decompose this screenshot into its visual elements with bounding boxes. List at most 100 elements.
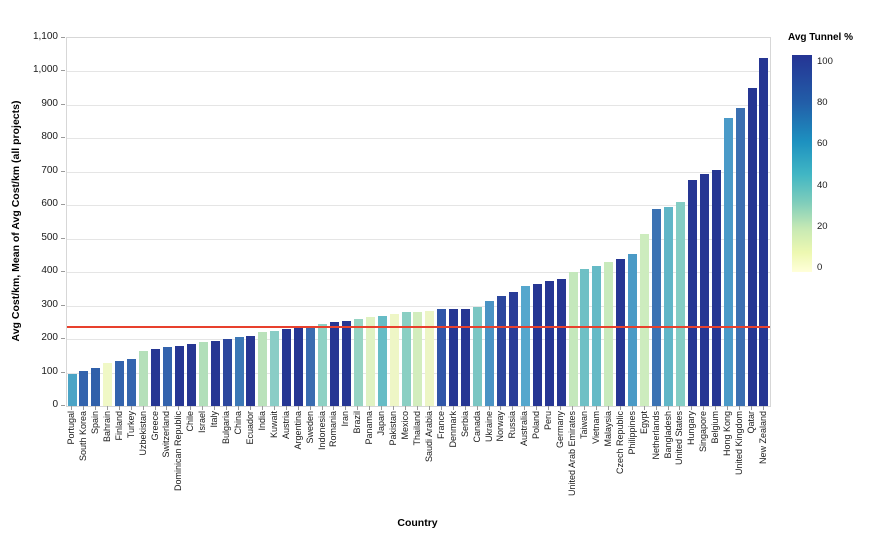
x-tick-mark (440, 406, 442, 410)
x-tick-mark (619, 406, 621, 410)
bar-qatar[interactable] (747, 88, 757, 406)
bar-vietnam[interactable] (592, 265, 602, 406)
x-label-japan: Japan (376, 411, 387, 436)
x-tick-mark (142, 406, 144, 410)
y-tick-label: 300 (41, 298, 58, 310)
x-label-serbia: Serbia (459, 411, 470, 438)
x-label-russia: Russia (507, 411, 518, 439)
bar-hungary[interactable] (687, 180, 697, 406)
bar-japan[interactable] (377, 315, 387, 406)
bar-finland[interactable] (115, 360, 125, 406)
bar-austria[interactable] (282, 329, 292, 406)
x-label-pakistan: Pakistan (388, 411, 399, 446)
bar-spain[interactable] (91, 367, 101, 406)
bar-ukraine[interactable] (485, 300, 495, 406)
x-tick-mark (381, 406, 383, 410)
bar-denmark[interactable] (449, 308, 459, 406)
y-tick-mark (61, 371, 65, 373)
bar-israel[interactable] (198, 342, 208, 406)
x-label-saudi-arabia: Saudi Arabia (423, 411, 434, 463)
x-tick-mark (214, 406, 216, 410)
bar-canada[interactable] (473, 307, 483, 406)
x-label-norway: Norway (495, 411, 506, 442)
bar-philippines[interactable] (628, 253, 638, 406)
x-label-brazil: Brazil (352, 411, 363, 434)
bar-greece[interactable] (151, 349, 160, 406)
bar-serbia[interactable] (461, 308, 471, 406)
x-tick-mark (261, 406, 263, 410)
bar-new-zealand[interactable] (759, 58, 769, 406)
bar-bahrain[interactable] (103, 362, 113, 406)
bar-thailand[interactable] (413, 312, 423, 406)
gridline-600 (67, 205, 770, 207)
bar-south-korea[interactable] (79, 370, 89, 406)
bar-kuwait[interactable] (270, 330, 280, 406)
x-tick-mark (428, 406, 430, 410)
x-tick-mark (536, 406, 538, 410)
x-tick-mark (405, 406, 407, 410)
x-tick-mark (130, 406, 132, 410)
bar-united-kingdom[interactable] (735, 108, 745, 406)
x-label-australia: Australia (519, 411, 530, 447)
x-label-egypt: Egypt (638, 411, 649, 435)
bar-iran[interactable] (341, 320, 351, 406)
bar-czech-republic[interactable] (616, 258, 626, 406)
bar-italy[interactable] (210, 340, 220, 406)
bar-argentina[interactable] (294, 327, 304, 406)
y-tick-mark (61, 37, 65, 38)
x-label-belgium: Belgium (710, 411, 721, 444)
x-tick-mark (631, 406, 633, 410)
bar-chile[interactable] (186, 344, 196, 406)
bar-netherlands[interactable] (652, 208, 662, 406)
x-label-austria: Austria (280, 411, 291, 440)
bar-united-arab-emirates[interactable] (568, 272, 578, 406)
bar-mexico[interactable] (401, 312, 411, 406)
bar-bulgaria[interactable] (222, 339, 232, 406)
x-label-india: India (256, 411, 267, 431)
x-tick-mark (476, 406, 478, 410)
y-tick-label: 1,000 (32, 64, 58, 76)
bar-bangladesh[interactable] (664, 206, 673, 406)
bar-malaysia[interactable] (604, 262, 614, 406)
bar-turkey[interactable] (127, 359, 137, 406)
mean-reference-line (67, 325, 770, 328)
x-label-france: France (435, 411, 446, 440)
bar-china[interactable] (234, 337, 244, 406)
bar-sweden[interactable] (306, 325, 316, 406)
x-label-spain: Spain (89, 411, 100, 435)
bar-united-states[interactable] (675, 201, 685, 406)
bar-brazil[interactable] (353, 319, 363, 406)
legend-title: Avg Tunnel % (788, 32, 853, 43)
bar-ecuador[interactable] (246, 335, 256, 406)
bar-dominican-republic[interactable] (174, 345, 184, 406)
bar-russia[interactable] (508, 292, 518, 406)
x-label-netherlands: Netherlands (650, 411, 661, 460)
bar-germany[interactable] (556, 278, 566, 406)
bar-egypt[interactable] (640, 233, 650, 406)
bar-norway[interactable] (496, 295, 506, 406)
bar-france[interactable] (437, 308, 447, 406)
bar-taiwan[interactable] (580, 268, 590, 406)
bar-panama[interactable] (365, 317, 375, 406)
bar-belgium[interactable] (711, 170, 721, 406)
bar-indonesia[interactable] (318, 324, 328, 406)
legend-tick-40: 40 (817, 179, 828, 191)
bar-portugal[interactable] (67, 374, 77, 406)
bar-romania[interactable] (329, 322, 339, 406)
x-tick-mark (82, 406, 84, 410)
x-tick-mark (643, 406, 645, 410)
bar-pakistan[interactable] (389, 314, 399, 406)
x-label-vietnam: Vietnam (590, 411, 601, 444)
bar-saudi-arabia[interactable] (425, 310, 435, 406)
bar-peru[interactable] (544, 280, 554, 406)
bar-hong-kong[interactable] (723, 118, 733, 406)
bar-switzerland[interactable] (162, 347, 172, 406)
bar-poland[interactable] (532, 283, 542, 406)
legend-tick-20: 20 (817, 220, 828, 232)
bar-india[interactable] (258, 332, 268, 406)
x-label-italy: Italy (209, 411, 220, 428)
bar-singapore[interactable] (699, 173, 709, 406)
x-label-argentina: Argentina (292, 411, 303, 450)
bar-australia[interactable] (520, 285, 530, 406)
bar-uzbekistan[interactable] (139, 350, 149, 406)
